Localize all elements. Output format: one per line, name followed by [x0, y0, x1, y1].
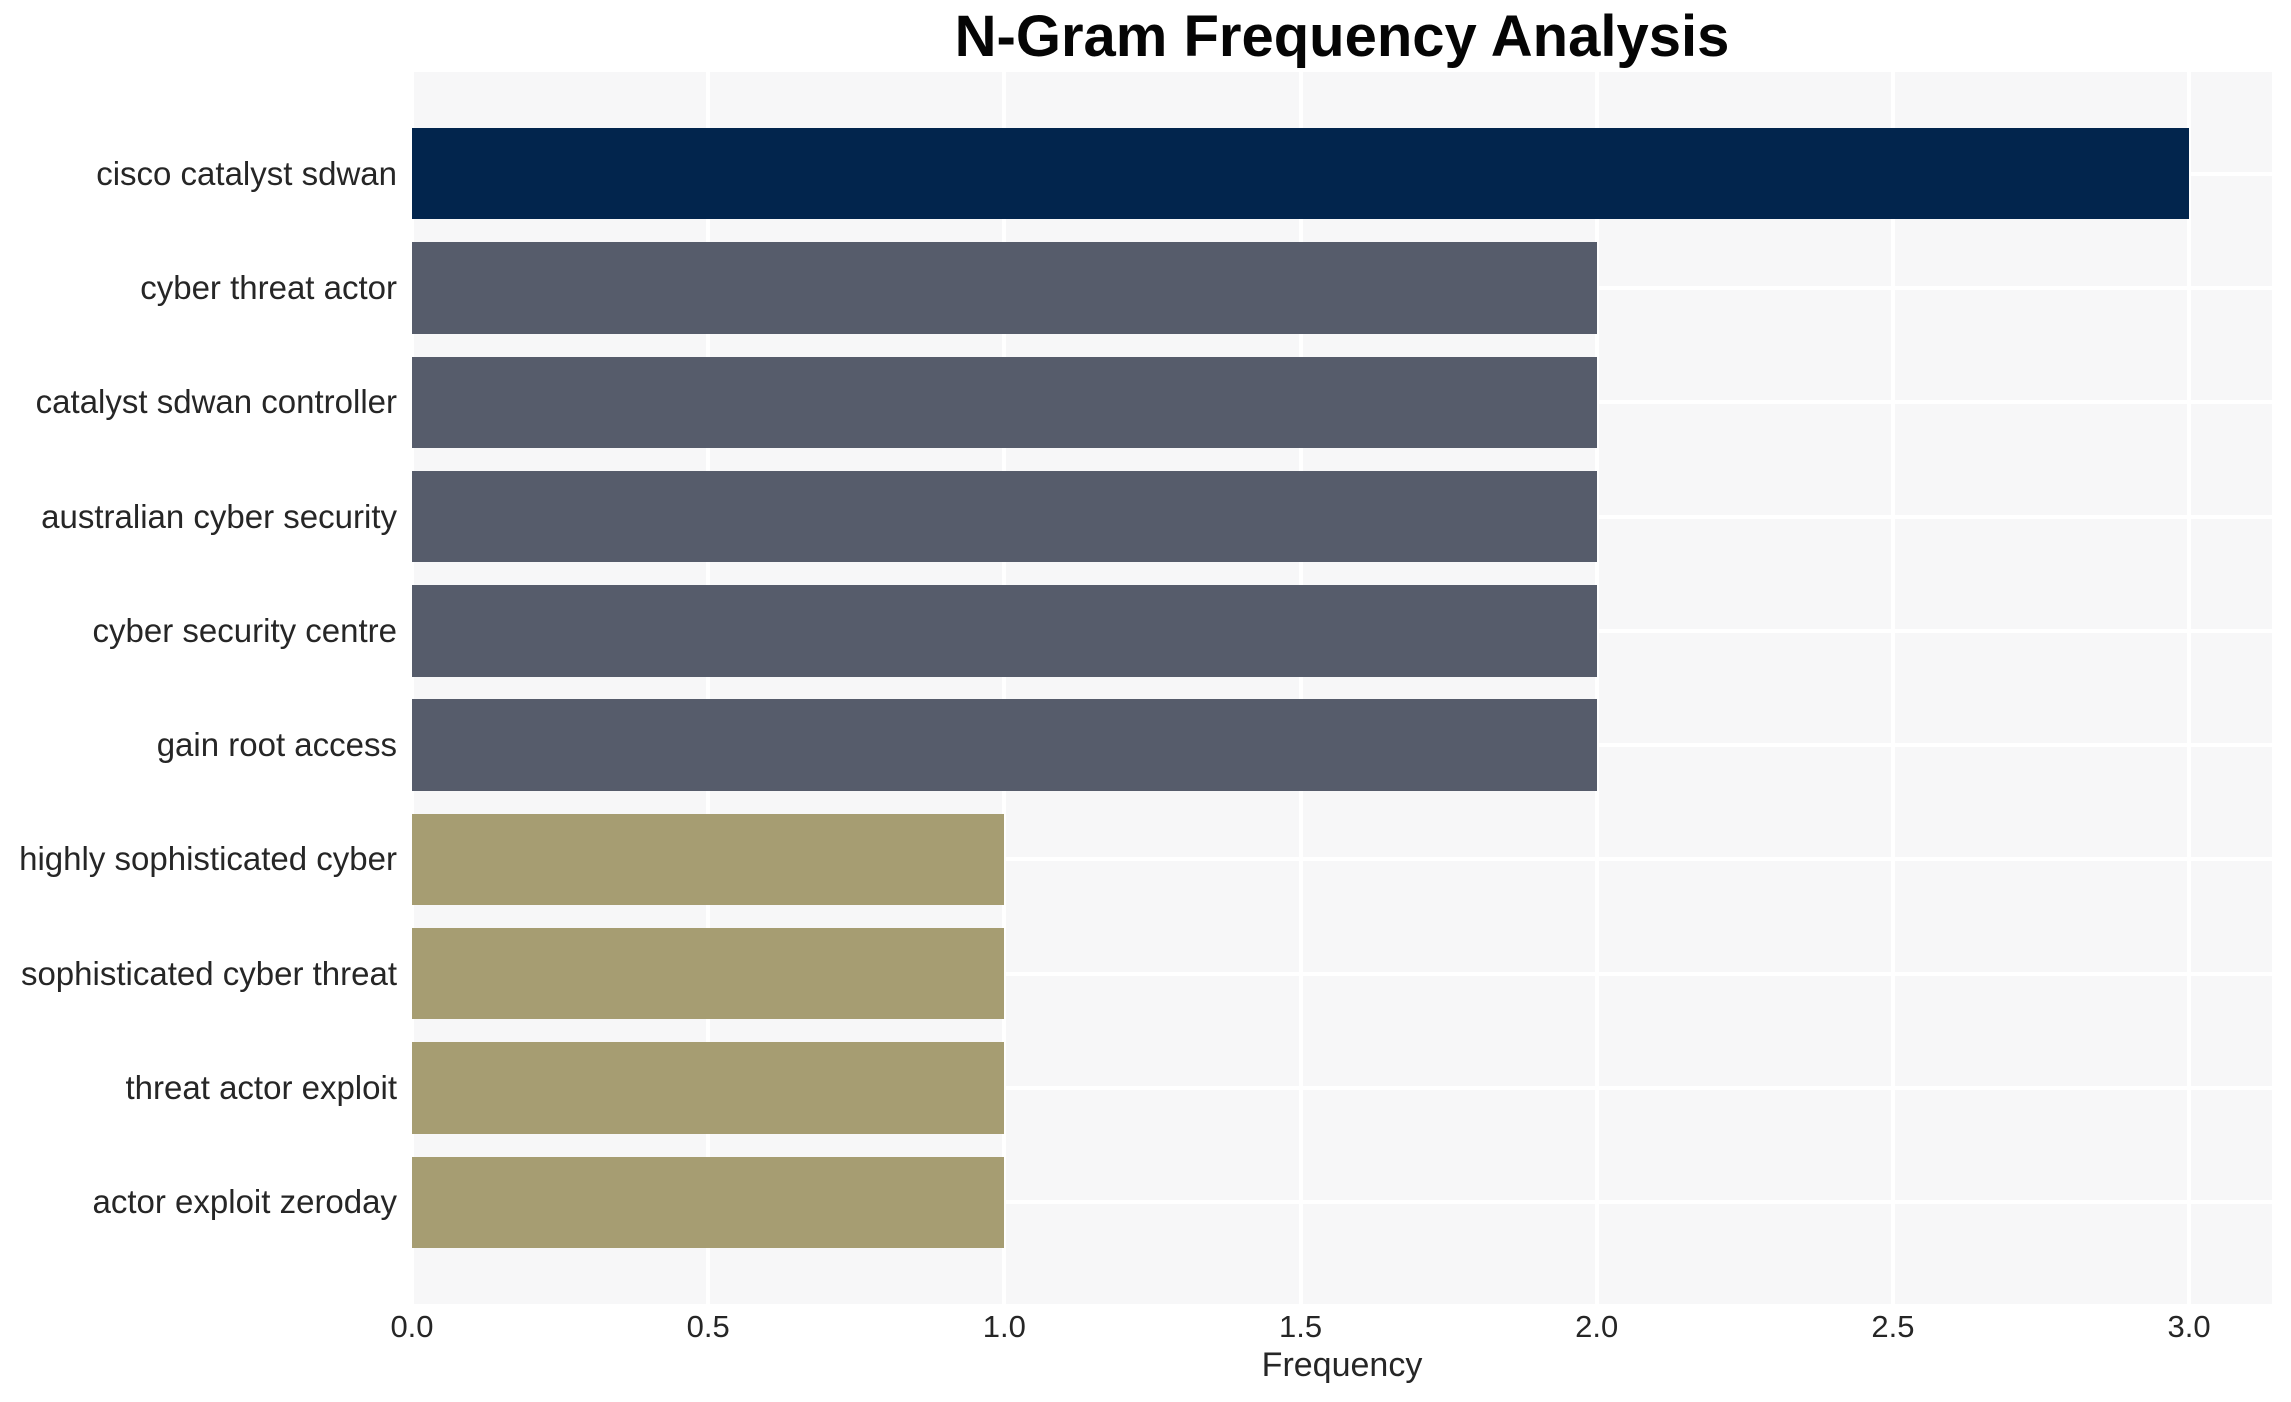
gridline-x-1: [706, 72, 711, 1304]
gridline-y-9: [412, 1200, 2272, 1205]
x-axis-title: Frequency: [1261, 1346, 1423, 1384]
gridline-x-2: [1002, 72, 1007, 1304]
y-label-6: highly sophisticated cyber: [19, 840, 397, 878]
y-label-3: australian cyber security: [41, 497, 397, 535]
y-label-8: threat actor exploit: [125, 1069, 397, 1107]
y-label-1: cyber threat actor: [140, 269, 397, 307]
gridline-x-3: [1298, 72, 1303, 1304]
x-tick-3: 1.5: [1278, 1309, 1323, 1344]
gridline-x-4: [1594, 72, 1599, 1304]
x-tick-1: 0.5: [686, 1309, 730, 1344]
x-tick-0: 0.0: [390, 1309, 434, 1344]
x-tick-6: 3.0: [2167, 1309, 2211, 1344]
x-tick-2: 1.0: [982, 1309, 1026, 1344]
y-label-5: gain root access: [156, 726, 397, 764]
y-label-7: sophisticated cyber threat: [20, 954, 397, 992]
gridline-y-8: [412, 1086, 2272, 1090]
gridline-y-7: [412, 971, 2272, 976]
chart-title: N-Gram Frequency Analysis: [954, 4, 1730, 69]
bar-6: [412, 813, 1005, 906]
bar-3: [412, 470, 1597, 563]
plot-area: [412, 72, 2272, 1304]
y-label-0: cisco catalyst sdwan: [96, 154, 397, 192]
bar-0: [412, 128, 2190, 220]
y-label-4: cyber security centre: [92, 611, 397, 649]
x-tick-5: 2.5: [1871, 1309, 1915, 1344]
y-label-2: catalyst sdwan controller: [35, 383, 397, 421]
bar-1: [412, 242, 1597, 334]
bar-5: [412, 699, 1597, 791]
gridline-x-5: [1890, 72, 1895, 1304]
x-tick-4: 2.0: [1575, 1309, 1619, 1344]
bar-7: [412, 928, 1005, 1020]
bar-2: [412, 356, 1597, 448]
bar-9: [412, 1156, 1005, 1248]
y-label-9: actor exploit zeroday: [92, 1183, 398, 1221]
gridline-x-6: [2187, 72, 2192, 1304]
bar-8: [412, 1042, 1005, 1134]
y-axis-labels: cisco catalyst sdwan cyber threat actor ca…: [0, 0, 397, 1402]
gridline-y-6: [412, 857, 2272, 862]
gridline-x-0: [412, 72, 414, 1304]
bar-4: [412, 585, 1597, 677]
